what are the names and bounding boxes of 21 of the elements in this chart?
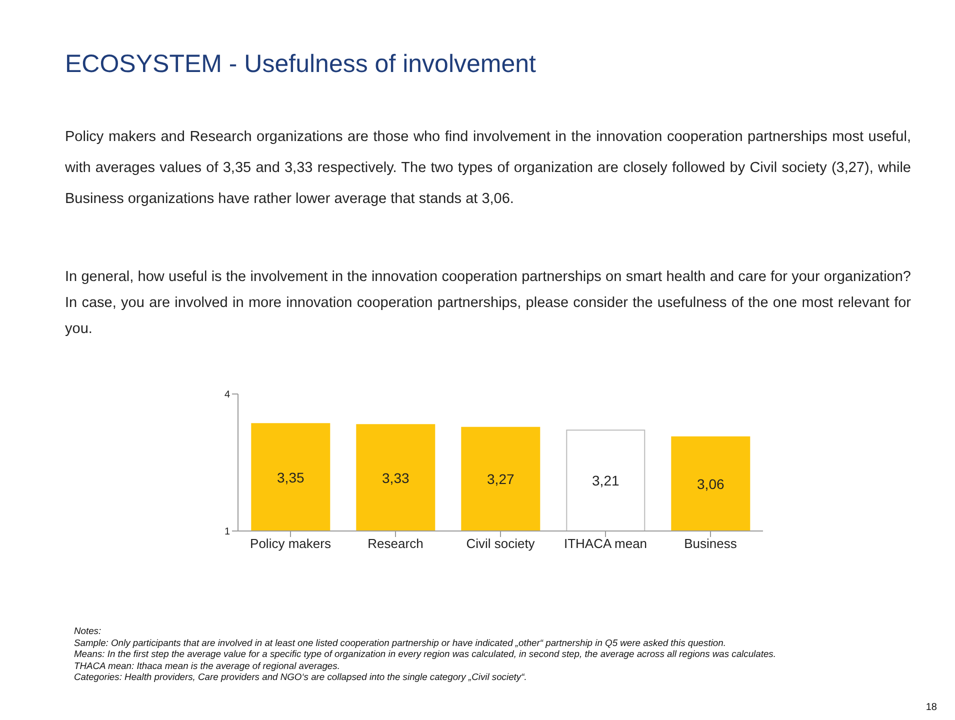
data-label: 3,33 — [382, 470, 410, 486]
data-label: 3,35 — [277, 469, 304, 486]
x-tick-label: Policy makers — [250, 536, 332, 552]
text: THACA mean: Ithaca mean is the average of regional averages. — [74, 660, 341, 671]
chart-subtitle: Policy makers and Research organizations are those who find involvement in the innovation cooperation partnerships most useful, with averages values of 3,35 and 3,33 respectively. The two types of organization are closely followed by Civil society (3,27), while Business organizations have rather lower average that stands at 3,06. — [65, 128, 911, 209]
x-tick-label: ITHACA mean — [564, 536, 648, 552]
data-label: 3,27 — [487, 471, 514, 488]
chart-title: ECOSYSTEM - Usefulness of involvement — [65, 50, 536, 79]
text: Categories: Health providers, Care providers and NGO‘s are collapsed into the single category „Civil society“. — [74, 671, 528, 682]
text: Sample: Only participants that are involved in at least one listed cooperation partnership or have indicated „other“ partnership in Q5 were asked this question. — [74, 636, 727, 648]
x-tick-label: Research — [368, 536, 424, 552]
y-tick-label: 4 — [224, 390, 230, 401]
x-tick-label: Civil society — [466, 536, 536, 552]
text: Means: In the first step the average value for a specific type of organization in every region was calculated, in second step, the average across all regions was calculates. — [74, 648, 776, 660]
data-label: 3,21 — [592, 472, 620, 489]
data-label: 3,06 — [697, 476, 724, 492]
text: 18 — [926, 702, 937, 713]
text: In general, how useful is the involvement in the innovation cooperation partnerships on smart health and care for your organization? In case, you are involved in more innovation cooperation partnerships, please consider the usefulness of the one most relevant for you. — [65, 268, 911, 339]
text: Notes: — [74, 625, 102, 636]
x-tick-label: Business — [684, 536, 738, 552]
y-tick-label: 1 — [224, 526, 230, 538]
